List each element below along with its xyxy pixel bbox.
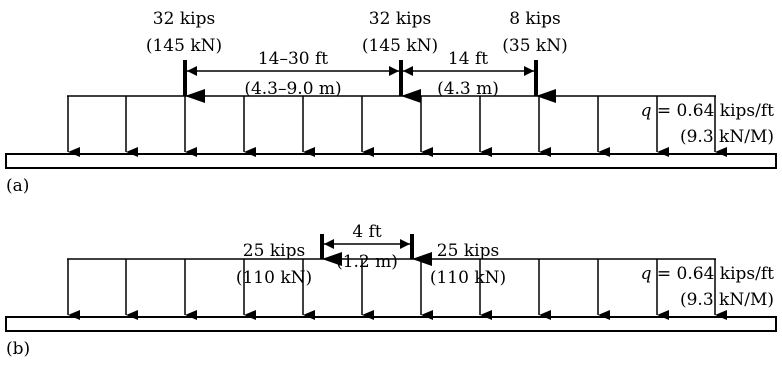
distributed-load-label: q = 0.64 kips/ft: [641, 101, 775, 121]
q-value: = 0.64 kips/ft: [651, 264, 774, 284]
distributed-load: [67, 258, 727, 320]
spacing-1-ft: 4 ft: [352, 222, 382, 242]
panel-a: 32 kips (145 kN) 32 kips (145 kN) 8 kips…: [5, 9, 777, 196]
load-2-kips: 32 kips: [369, 9, 431, 29]
load-2-kips: 25 kips: [437, 241, 499, 261]
spacing-1-m: (4.3–9.0 m): [244, 79, 341, 99]
load-1-kn: (145 kN): [146, 36, 222, 56]
spacing-1-m: (1.2 m): [336, 252, 398, 272]
q-symbol: q: [641, 101, 652, 121]
load-3-kips: 8 kips: [509, 9, 561, 29]
q-value: = 0.64 kips/ft: [651, 101, 774, 121]
distributed-load: [67, 95, 727, 157]
distributed-load-metric: (9.3 kN/M): [680, 290, 774, 310]
load-1-kips: 25 kips: [243, 241, 305, 261]
load-2-kn: (110 kN): [430, 268, 506, 288]
panel-caption: (b): [6, 339, 30, 359]
beam: [5, 316, 777, 332]
distributed-load-label: q = 0.64 kips/ft: [641, 264, 775, 284]
beam: [5, 153, 777, 169]
load-1-kn: (110 kN): [236, 268, 312, 288]
distributed-load-metric: (9.3 kN/M): [680, 127, 774, 147]
panel-b: 25 kips (110 kN) 25 kips (110 kN) 4 ft (…: [5, 222, 777, 359]
spacing-2-m: (4.3 m): [437, 79, 499, 99]
q-symbol: q: [641, 264, 652, 284]
panel-caption: (a): [6, 176, 29, 196]
load-3-kn: (35 kN): [502, 36, 567, 56]
load-1-kips: 32 kips: [153, 9, 215, 29]
spacing-1-ft: 14–30 ft: [258, 49, 328, 69]
spacing-2-ft: 14 ft: [448, 49, 488, 69]
load-2-kn: (145 kN): [362, 36, 438, 56]
